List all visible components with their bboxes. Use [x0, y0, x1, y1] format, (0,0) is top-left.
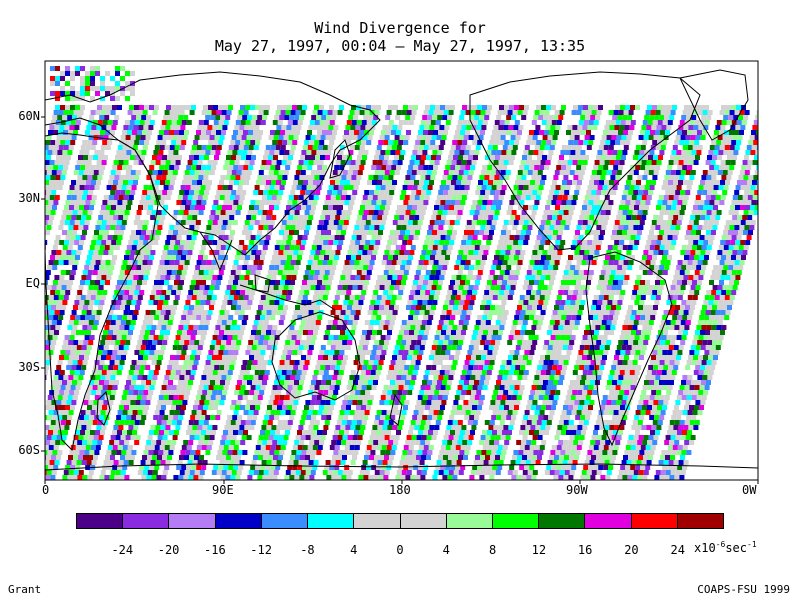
color-scale-cell	[585, 514, 632, 528]
color-scale-tick-label: 8	[488, 543, 497, 557]
color-scale-cell	[400, 514, 447, 528]
coastlines	[45, 69, 758, 471]
lon-label-90e: 90E	[212, 483, 234, 497]
color-scale-unit: x10-6sec-1	[694, 540, 757, 555]
color-scale-cell	[215, 514, 262, 528]
color-scale-cell	[354, 514, 401, 528]
color-scale-tick-label: -24	[111, 543, 134, 557]
color-scale-tick-label: -20	[157, 543, 180, 557]
map-title-line-2: May 27, 1997, 00:04 – May 27, 1997, 13:3…	[214, 37, 586, 55]
lon-label-0w: 0W	[742, 483, 757, 497]
color-scale-bar	[76, 513, 724, 529]
color-scale-cell	[169, 514, 216, 528]
color-scale-cell	[677, 514, 724, 528]
lat-label-60n: 60N	[18, 109, 40, 123]
color-scale-tick-label: 4	[350, 543, 358, 557]
lat-label-60s: 60S	[18, 443, 40, 457]
lat-label-30n: 30N	[18, 191, 40, 205]
lat-label-30s: 30S	[18, 360, 40, 374]
color-scale-cell	[631, 514, 678, 528]
color-scale-cell	[492, 514, 540, 528]
color-scale-cell	[261, 514, 309, 528]
color-scale-cell	[308, 514, 355, 528]
color-scale-cell	[539, 514, 586, 528]
lon-label-90w: 90W	[566, 483, 588, 497]
color-scale-tick-label: 4	[442, 543, 450, 557]
footer-author: Grant	[8, 583, 42, 596]
color-scale-tick-label: -8	[300, 543, 315, 557]
color-scale-cell	[77, 514, 124, 528]
lon-label-0: 0	[42, 483, 50, 497]
footer-credit: COAPS-FSU 1999	[697, 583, 790, 596]
color-scale-tick-label: 0	[396, 543, 404, 557]
color-scale-tick-label: -16	[204, 543, 226, 557]
map-title-line-1: Wind Divergence for	[314, 19, 486, 37]
axis-ticks	[41, 116, 759, 484]
color-scale-cell	[446, 514, 493, 528]
lon-label-180: 180	[389, 483, 411, 497]
color-scale-tick-label: 16	[577, 543, 593, 557]
color-scale-tick-label: 12	[531, 543, 547, 557]
color-scale-tick-label: 20	[624, 543, 639, 557]
color-scale-tick-label: 24	[670, 543, 685, 557]
lat-label-eq: EQ	[25, 276, 40, 290]
color-scale-cell	[123, 514, 170, 528]
satellite-swaths	[45, 66, 758, 480]
color-scale-tick-label: -12	[250, 543, 272, 557]
